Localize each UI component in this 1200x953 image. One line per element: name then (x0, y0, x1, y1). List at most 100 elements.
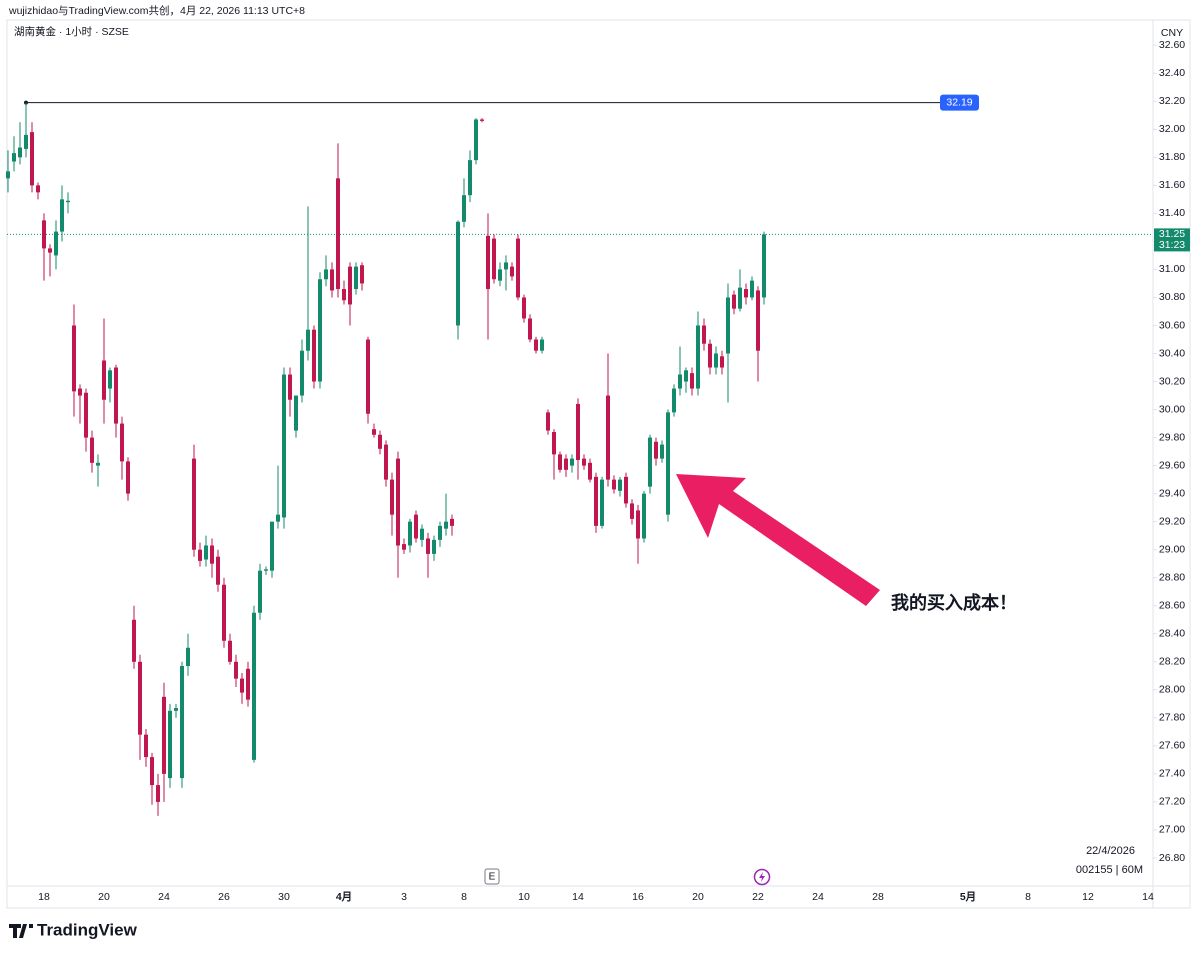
candle-body (414, 514, 418, 539)
candle-body (276, 514, 280, 522)
candle-body (132, 619, 136, 662)
candle-body (372, 429, 376, 435)
annotation-arrow (676, 474, 880, 606)
candle-body (54, 231, 58, 256)
candle-body (744, 289, 748, 298)
candle-body (432, 539, 436, 554)
y-tick-label: 32.00 (1159, 123, 1185, 135)
candle-body (216, 556, 220, 585)
y-tick-label: 27.80 (1159, 712, 1185, 724)
candle-body (186, 647, 190, 666)
candle-body (246, 668, 250, 700)
candle-body (606, 395, 610, 480)
candle-body (546, 412, 550, 431)
candle-body (450, 518, 454, 526)
candle-body (330, 269, 334, 291)
candle-body (366, 339, 370, 414)
candle-body (258, 570, 262, 613)
candle-body (294, 395, 298, 431)
candle-body (486, 235, 490, 290)
y-tick-label: 31.00 (1159, 263, 1185, 275)
candle-body (678, 374, 682, 389)
candle-body (198, 549, 202, 561)
x-tick-label: 8 (1025, 891, 1031, 903)
candle-body (702, 325, 706, 344)
logo-text: TradingView (37, 920, 138, 939)
candle-body (156, 785, 160, 802)
candle-body (126, 461, 130, 494)
y-tick-label: 28.20 (1159, 656, 1185, 668)
dividend-bolt (759, 872, 765, 882)
chart-frame (6, 19, 1191, 909)
y-tick-label: 30.80 (1159, 291, 1185, 303)
y-tick-label: 30.20 (1159, 375, 1185, 387)
candle-body (474, 119, 478, 161)
y-tick-label: 27.00 (1159, 824, 1185, 836)
countdown: 31:23 (1159, 239, 1185, 251)
candle-body (648, 437, 652, 487)
symbol-info: 002155 | 60M (1076, 864, 1143, 876)
candle-body (78, 388, 82, 396)
x-tick-label: 10 (518, 891, 530, 903)
candle-body (462, 195, 466, 222)
last-price-label: 31.25 (1159, 228, 1185, 240)
y-tick-label: 29.20 (1159, 515, 1185, 527)
candle-body (654, 441, 658, 459)
x-tick-label: 4月 (336, 891, 352, 903)
x-tick-label: 14 (1142, 891, 1154, 903)
candle-body (72, 325, 76, 392)
dividend-icon[interactable] (753, 868, 771, 886)
candle-body (348, 266, 352, 305)
y-tick-label: 28.00 (1159, 684, 1185, 696)
events-marker[interactable]: E (489, 872, 496, 883)
y-tick-label: 31.60 (1159, 179, 1185, 191)
candle-body (42, 220, 46, 249)
y-tick-label: 29.60 (1159, 459, 1185, 471)
candle-body (306, 329, 310, 351)
candle-body (222, 584, 226, 641)
candle-body (174, 708, 178, 711)
candle-body (192, 458, 196, 550)
candle-body (594, 476, 598, 526)
events-icon[interactable] (484, 868, 500, 885)
x-tick-label: 14 (572, 891, 584, 903)
y-tick-label: 32.40 (1159, 67, 1185, 79)
candle-body (516, 238, 520, 298)
candle-body (762, 234, 766, 298)
y-tick-label: 32.60 (1159, 39, 1185, 51)
candle-body (162, 696, 166, 774)
candle-body (618, 479, 622, 491)
candle-body (756, 290, 760, 351)
candle-body (204, 545, 208, 560)
candle-body (168, 710, 172, 779)
date-label: 22/4/2026 (1086, 845, 1135, 857)
candle-body (6, 171, 10, 179)
candle-body (630, 503, 634, 519)
y-tick-label: 26.80 (1159, 852, 1185, 864)
candle-body (282, 374, 286, 518)
candle-body (708, 343, 712, 368)
candle-body (342, 289, 346, 301)
x-tick-label: 24 (812, 891, 824, 903)
candle-body (552, 431, 556, 455)
x-tick-label: 28 (872, 891, 884, 903)
candle-body (420, 528, 424, 540)
x-tick-label: 24 (158, 891, 170, 903)
y-tick-label: 32.20 (1159, 95, 1185, 107)
candle-body (114, 367, 118, 424)
x-tick-label: 26 (218, 891, 230, 903)
candle-body (12, 153, 16, 162)
candle-body (240, 678, 244, 693)
candle-body (456, 221, 460, 326)
candle-body (690, 373, 694, 389)
logo-mark (9, 924, 33, 938)
candle-body (228, 640, 232, 662)
candle-body (390, 479, 394, 515)
annotation: 我的买入成本！ (891, 592, 1017, 613)
x-tick-label: 22 (752, 891, 764, 903)
candle-body (564, 458, 568, 470)
chart-title: 湖南黄金 · 1小时 · SZSE (14, 25, 129, 38)
y-tick-label: 27.40 (1159, 768, 1185, 780)
